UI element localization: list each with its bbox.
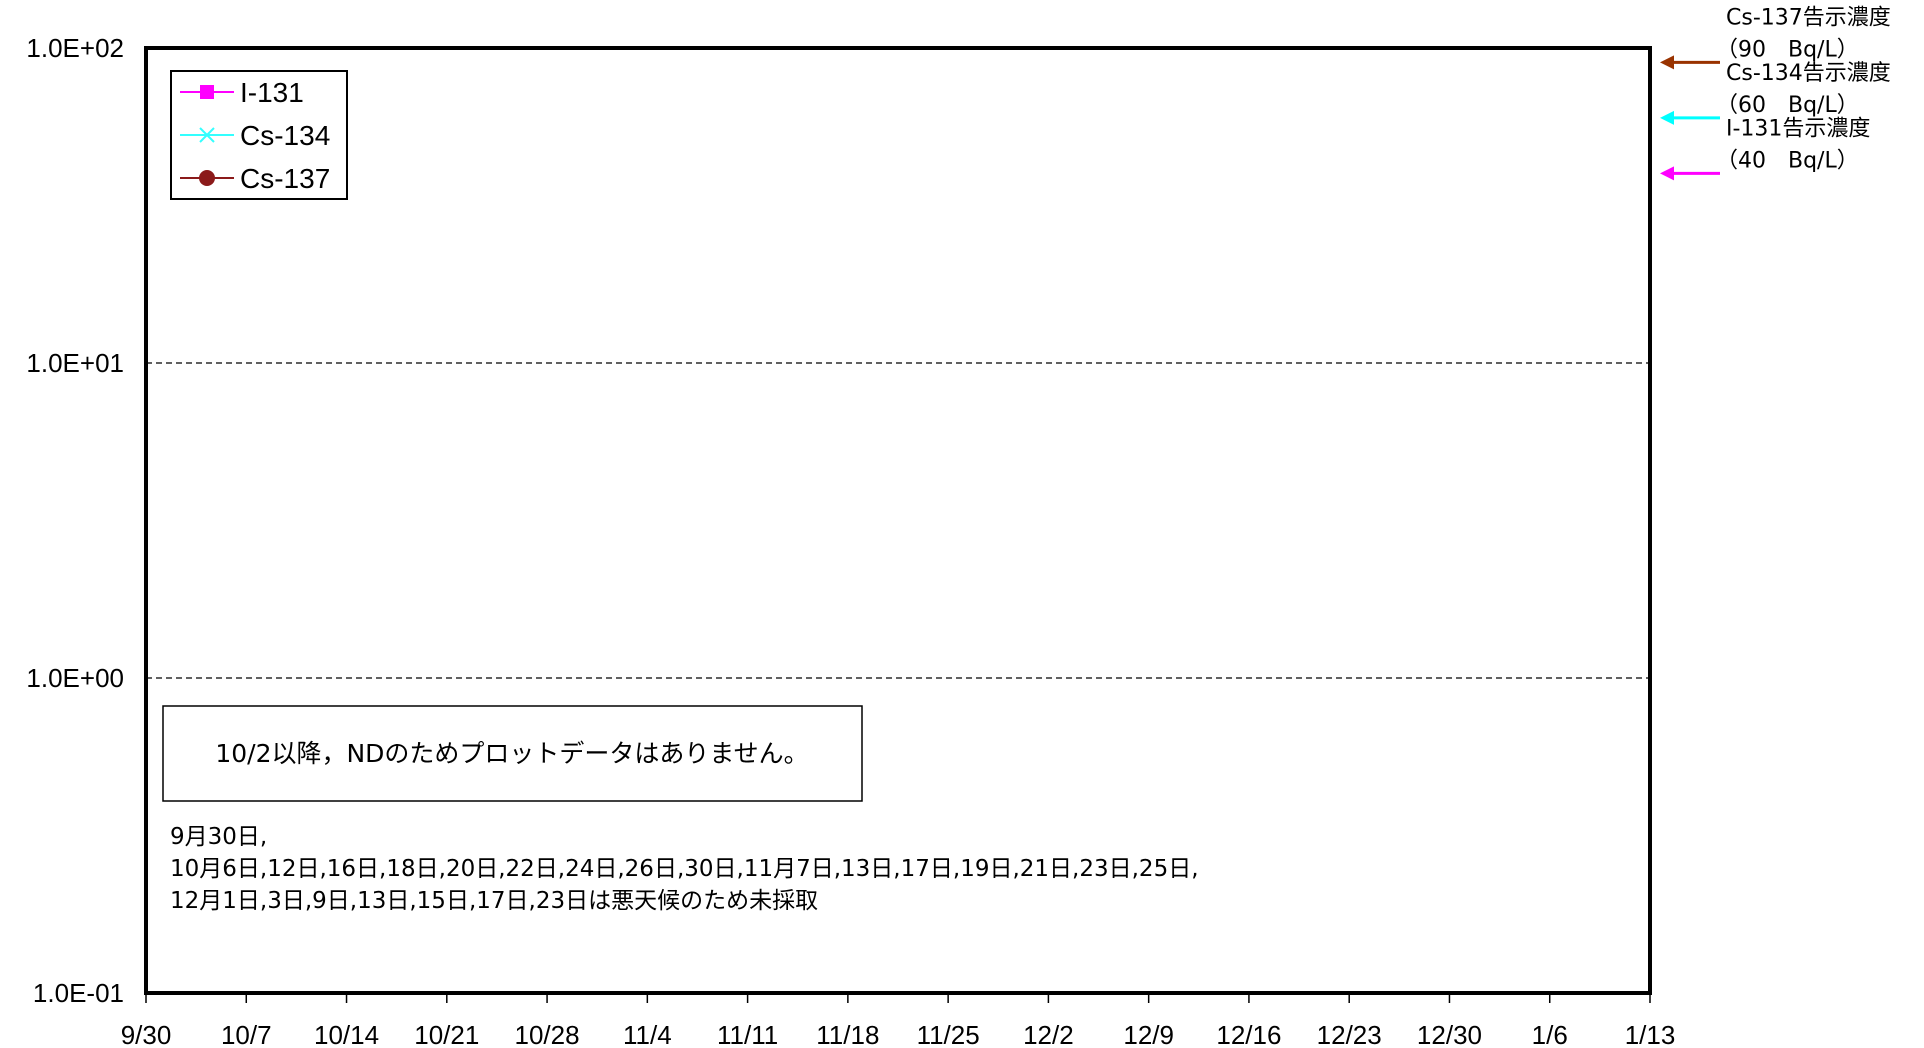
note-line-3: 12月1日,3日,9日,13日,15日,17日,23日は悪天候のため未採取: [170, 888, 818, 914]
limit-value: （40 Bq/L）: [1716, 148, 1859, 173]
x-axis: 9/30 10/7 10/14 10/21 10/28 11/4 11/11 11/18 11/…: [121, 993, 1676, 1048]
limit-arrow-head: [1660, 55, 1674, 70]
legend-marker-square: [200, 85, 214, 99]
x-tick-label: 10/7: [221, 1020, 272, 1048]
note-box-text: 10/2以降，NDのためプロットデータはありません。: [215, 739, 808, 768]
y-tick-label: 1.0E+01: [26, 348, 124, 378]
legend-item-cs134: Cs-134: [180, 120, 330, 151]
x-tick-label: 12/9: [1123, 1020, 1174, 1048]
x-tick-label: 11/25: [917, 1020, 980, 1048]
limit-value: （60 Bq/L）: [1716, 93, 1859, 118]
x-tick-label: 10/21: [414, 1020, 479, 1048]
note-box: [162, 705, 863, 802]
legend-label-i131: I-131: [240, 77, 304, 108]
y-axis: 1.0E+02 1.0E+01 1.0E+00 1.0E-01: [26, 33, 124, 1008]
limit-arrow-head: [1660, 166, 1674, 181]
x-tick-label: 12/30: [1417, 1020, 1482, 1048]
legend-marker-x: [199, 127, 215, 143]
x-tick-label: 12/16: [1216, 1020, 1281, 1048]
legend-item-cs137: Cs-137: [180, 163, 330, 194]
x-tick-label: 11/18: [816, 1020, 879, 1048]
x-tick-label: 1/13: [1625, 1020, 1676, 1048]
legend-item-i131: I-131: [180, 77, 304, 108]
y-tick-label: 1.0E-01: [33, 978, 124, 1008]
x-tick-label: 12/2: [1023, 1020, 1074, 1048]
legend: I-131 Cs-134 Cs-137: [170, 70, 348, 200]
x-tick-label: 10/14: [314, 1020, 379, 1048]
x-tick-label: 11/11: [717, 1020, 778, 1048]
plot-area: [144, 46, 1652, 995]
x-tick-label: 12/23: [1317, 1020, 1382, 1048]
limit-value: （90 Bq/L）: [1716, 37, 1859, 62]
limit-label: Cs-137告示濃度: [1726, 5, 1891, 30]
limit-label: I-131告示濃度: [1726, 116, 1870, 141]
x-tick-label: 10/28: [515, 1020, 580, 1048]
y-tick-label: 1.0E+02: [26, 33, 124, 63]
legend-marker-circle: [199, 170, 215, 186]
limit-arrow-head: [1660, 110, 1674, 125]
note-line-1: 9月30日,: [170, 824, 267, 850]
limit-annotations: Cs-137告示濃度 （90 Bq/L）Cs-134告示濃度 （60 Bq/L）I-…: [1660, 5, 1891, 181]
y-tick-label: 1.0E+00: [26, 663, 124, 693]
legend-label-cs134: Cs-134: [240, 120, 330, 151]
x-tick-label: 11/4: [623, 1020, 672, 1048]
x-tick-label: 9/30: [121, 1020, 172, 1048]
note-line-2: 10月6日,12日,16日,18日,20日,22日,24日,26日,30日,11…: [170, 856, 1199, 882]
legend-label-cs137: Cs-137: [240, 163, 330, 194]
grid-lines: [146, 362, 1650, 679]
x-tick-label: 1/6: [1532, 1020, 1568, 1048]
limit-label: Cs-134告示濃度: [1726, 61, 1891, 86]
